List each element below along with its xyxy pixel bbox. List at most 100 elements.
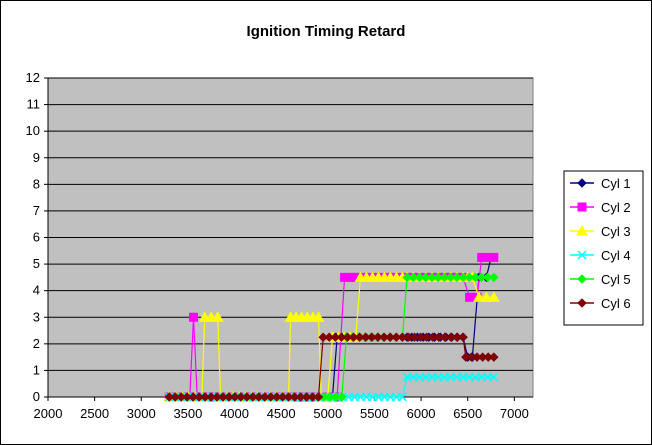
x-tick-label: 3500 [173, 406, 202, 421]
legend-marker [576, 224, 588, 236]
data-point [337, 392, 347, 402]
data-point [324, 332, 334, 342]
y-tick-label: 3 [33, 309, 40, 324]
data-point [373, 332, 383, 342]
data-point [427, 272, 437, 283]
data-point [458, 332, 468, 342]
x-tick-label: 5500 [360, 406, 389, 421]
x-tick-label: 3000 [127, 406, 156, 421]
x-marker-stroke [577, 250, 587, 260]
y-tick-label: 10 [26, 123, 40, 138]
data-point [482, 272, 493, 283]
legend-marker [577, 202, 587, 212]
legend-label: Cyl 1 [601, 176, 631, 191]
legend-box [563, 170, 644, 326]
data-point [409, 332, 420, 342]
data-point [414, 272, 425, 283]
legend-marker [577, 298, 587, 308]
data-point [336, 332, 347, 342]
data-point [434, 332, 444, 342]
y-tick-label: 12 [26, 70, 40, 85]
legend: Cyl 1 Cyl 2 Cyl 3 Cyl 4 Cyl 5 Cyl 6 [563, 170, 644, 326]
y-tick-label: 11 [27, 97, 41, 112]
data-point [489, 272, 499, 283]
data-point [367, 332, 377, 342]
data-point [439, 272, 450, 283]
x-tick-label: 5000 [313, 406, 342, 421]
data-point [342, 332, 353, 342]
x-tick-label: 6000 [407, 406, 436, 421]
data-point [318, 332, 328, 342]
data-point [446, 332, 456, 342]
data-point [391, 332, 402, 342]
legend-label: Cyl 4 [601, 248, 631, 263]
data-point [487, 291, 500, 302]
x-tick-label: 4500 [267, 406, 296, 421]
data-point [312, 311, 325, 322]
y-tick-label: 8 [33, 176, 40, 191]
data-point [445, 272, 456, 283]
y-tick-label: 2 [33, 336, 40, 351]
data-point [473, 291, 485, 302]
data-point [489, 252, 499, 262]
data-point [421, 332, 432, 342]
x-tick-label: 7000 [500, 406, 529, 421]
data-point [408, 272, 419, 283]
y-tick-label: 5 [33, 256, 40, 271]
legend-marker [577, 274, 587, 284]
data-point [330, 332, 341, 342]
data-point [355, 332, 365, 342]
data-point [465, 292, 475, 302]
data-point [397, 332, 408, 342]
data-point [402, 272, 412, 283]
data-point [361, 332, 371, 342]
y-tick-label: 7 [33, 203, 40, 218]
x-tick-label: 2500 [80, 406, 109, 421]
y-tick-label: 6 [33, 230, 40, 245]
data-point [415, 332, 426, 342]
legend-label: Cyl 3 [601, 224, 631, 239]
data-point [348, 332, 359, 342]
data-point [211, 311, 224, 322]
x-marker-stroke [397, 392, 407, 402]
data-point [489, 372, 499, 382]
data-point [397, 392, 407, 402]
data-point [489, 352, 499, 362]
x-marker-stroke [489, 372, 499, 382]
data-point [421, 272, 431, 283]
data-point [452, 272, 462, 283]
data-point [452, 332, 462, 342]
data-point [458, 272, 468, 283]
data-point [480, 291, 493, 302]
legend-label: Cyl 2 [601, 200, 631, 215]
data-point [403, 332, 414, 342]
gridlines [48, 77, 533, 371]
data-point [313, 392, 324, 402]
data-point [189, 312, 198, 322]
data-point [385, 332, 395, 342]
data-point [428, 332, 438, 342]
data-point [433, 272, 443, 283]
legend-marker [577, 250, 587, 260]
legend-label: Cyl 6 [601, 296, 631, 311]
y-tick-label: 0 [33, 389, 40, 404]
chart-title: Ignition Timing Retard [247, 23, 406, 40]
y-tick-label: 9 [33, 150, 40, 165]
x-tick-label: 6500 [453, 406, 482, 421]
data-point [379, 332, 389, 342]
data-point [440, 332, 450, 342]
y-tick-label: 4 [33, 283, 40, 298]
x-tick-label: 2000 [34, 406, 63, 421]
y-tick-label: 1 [33, 362, 40, 377]
legend-label: Cyl 5 [601, 272, 631, 287]
x-tick-label: 4000 [220, 406, 249, 421]
data-point [464, 272, 474, 283]
data-point [476, 272, 487, 283]
data-point [470, 272, 481, 283]
legend-marker [577, 178, 587, 188]
series-6 [164, 332, 499, 402]
series-group [163, 252, 500, 402]
